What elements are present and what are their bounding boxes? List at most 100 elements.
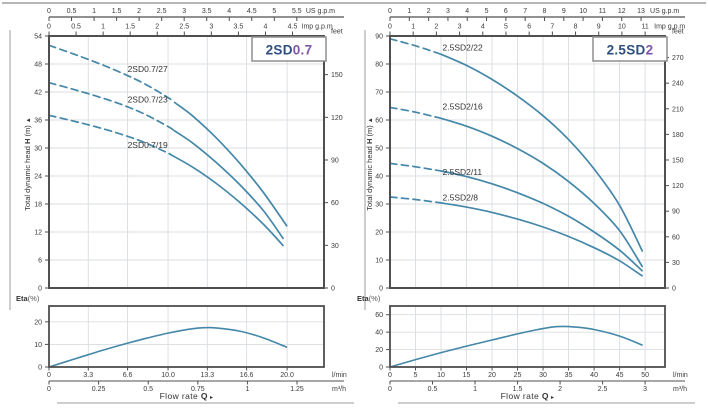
tick-label-m3h: 2 [558, 386, 562, 393]
pump-curve-2-5sd2-22-dashed [389, 37, 444, 56]
tick-label-us-gpm: 9 [562, 8, 566, 15]
m3h-unit-label: m³/h [332, 386, 346, 393]
tick-label-us-gpm: 3 [182, 8, 186, 15]
tick-label-us-gpm: 11 [599, 8, 606, 15]
pump-curve-2sd0-7-23 [173, 129, 285, 240]
tick-label-imp-gpm: 11 [641, 24, 648, 31]
tick-label-us-gpm: 0 [47, 8, 51, 15]
pump-curve-2sd0-7-27-dashed [48, 44, 175, 103]
tick-label-imp-gpm: 3 [209, 24, 213, 31]
tick-label-imp-gpm: 2 [434, 24, 438, 31]
pump-curve-2sd0-7-19-dashed [48, 114, 172, 156]
tick-label-head-m: 36 [34, 118, 42, 125]
tick-label-lpm: 0 [388, 372, 392, 379]
efficiency-curve [389, 325, 643, 368]
pump-curve-2sd0-7-27 [173, 101, 288, 227]
tick-label-eta: 20 [375, 347, 383, 354]
curve-label: 2SD0.7/23 [128, 95, 168, 105]
tick-label-m3h: 1.25 [290, 386, 304, 393]
tick-label-imp-gpm: 4.5 [288, 24, 298, 31]
pump-curve-2sd0-7-19 [169, 153, 285, 247]
tick-label-lpm: 50 [641, 372, 649, 379]
imp-gpm-unit-label: Imp g.p.m [302, 24, 333, 31]
m3h-unit-label: m³/h [673, 386, 687, 393]
tick-label-us-gpm: 1.5 [112, 8, 122, 15]
tick-label-lpm: 15 [463, 372, 471, 379]
tick-label-feet: 150 [672, 157, 684, 164]
tick-label-head-m: 30 [34, 146, 42, 153]
tick-label-m3h: 0 [388, 386, 392, 393]
tick-label-lpm: 0 [47, 372, 51, 379]
tick-label-eta: 40 [375, 330, 383, 337]
tick-label-lpm: 35 [565, 372, 573, 379]
tick-label-imp-gpm: 2.5 [179, 24, 189, 31]
tick-label-imp-gpm: 2 [155, 24, 159, 31]
tick-label-m3h: 3 [643, 386, 647, 393]
series-title-box [592, 36, 668, 62]
tick-label-imp-gpm: 3 [458, 24, 462, 31]
tick-label-us-gpm: 0.5 [67, 8, 77, 15]
tick-label-head-m: 40 [375, 174, 383, 181]
tick-label-lpm: 45 [616, 372, 624, 379]
tick-label-m3h: 0 [47, 386, 51, 393]
feet-axis-unit-label: feet [672, 29, 684, 36]
tick-label-m3h: 0.25 [92, 386, 106, 393]
tick-label-lpm: 30 [539, 372, 547, 379]
tick-label-feet: 30 [672, 260, 680, 267]
panel-2sd0-7: 2SD0.7/272SD0.7/232SD0.7/190612182430364… [9, 8, 354, 404]
tick-label-m3h: 2.5 [598, 386, 608, 393]
tick-label-us-gpm: 13 [637, 8, 645, 15]
flow-rate-axis-title: Flow rate Q ▸ [501, 391, 555, 401]
tick-label-feet: 0 [672, 286, 676, 293]
tick-label-feet: 210 [672, 106, 684, 113]
tick-label-us-gpm: 0 [388, 8, 392, 15]
tick-label-lpm: 10 [437, 372, 445, 379]
tick-label-imp-gpm: 0 [47, 24, 51, 31]
tick-label-head-m: 0 [38, 286, 42, 293]
tick-label-us-gpm: 5 [485, 8, 489, 15]
pump-curve-2-5sd2-22 [440, 53, 644, 252]
us-gpm-unit-label: US g.p.m [306, 8, 335, 15]
eta-axis-title: Eta(%) [16, 294, 40, 303]
tick-label-head-m: 42 [34, 90, 42, 97]
main-plot-frame [389, 35, 666, 289]
pump-curve-2-5sd2-11-dashed [389, 162, 437, 171]
tick-label-head-m: 90 [375, 34, 383, 41]
curve-label: 2.5SD2/22 [443, 43, 483, 53]
curve-label: 2.5SD2/8 [443, 193, 479, 203]
tick-label-eta: 10 [34, 342, 42, 349]
tick-label-head-m: 0 [379, 286, 383, 293]
tick-label-lpm: 20.0 [280, 372, 294, 379]
tick-label-head-m: 20 [375, 230, 383, 237]
tick-label-imp-gpm: 10 [618, 24, 626, 31]
tick-label-us-gpm: 5 [272, 8, 276, 15]
tick-label-feet: 120 [331, 115, 343, 122]
curve-label: 2SD0.7/27 [128, 64, 168, 74]
tick-label-head-m: 12 [34, 230, 42, 237]
head-axis-title: Total dynamic head H (m) ▲ [365, 117, 374, 211]
tick-label-head-m: 48 [34, 62, 42, 69]
tick-label-head-m: 50 [375, 146, 383, 153]
tick-label-us-gpm: 4 [465, 8, 469, 15]
tick-label-us-gpm: 4 [227, 8, 231, 15]
pump-curve-2-5sd2-11 [435, 169, 644, 272]
tick-label-imp-gpm: 8 [574, 24, 578, 31]
tick-label-m3h: 0.5 [143, 386, 153, 393]
tick-label-m3h: 0.5 [428, 386, 438, 393]
tick-label-feet: 270 [672, 55, 684, 62]
tick-label-lpm: 10.0 [161, 372, 175, 379]
curve-label: 2.5SD2/16 [443, 101, 483, 111]
tick-label-feet: 240 [672, 81, 684, 88]
us-gpm-unit-label: US g.p.m [650, 8, 679, 15]
tick-label-feet: 150 [331, 72, 343, 79]
tick-label-eta: 20 [34, 319, 42, 326]
imp-gpm-unit-label: Imp g.p.m [654, 24, 685, 31]
lpm-unit-label: l/min [673, 372, 688, 379]
tick-label-head-m: 10 [375, 258, 383, 265]
tick-label-us-gpm: 2 [427, 8, 431, 15]
tick-label-us-gpm: 10 [579, 8, 587, 15]
tick-label-imp-gpm: 1 [411, 24, 415, 31]
tick-label-lpm: 20 [488, 372, 496, 379]
tick-label-head-m: 30 [375, 202, 383, 209]
